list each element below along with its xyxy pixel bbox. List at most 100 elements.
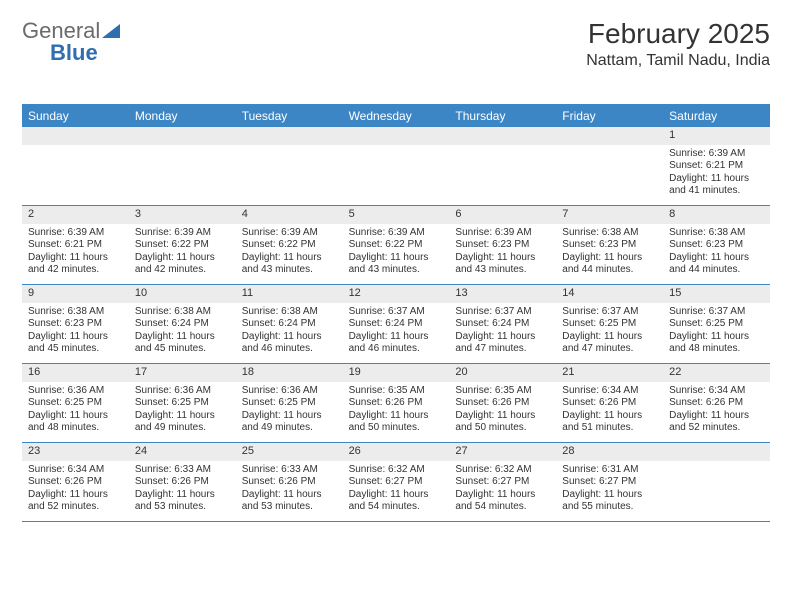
day-cell: 15Sunrise: 6:37 AMSunset: 6:25 PMDayligh… [663,285,770,363]
location: Nattam, Tamil Nadu, India [586,52,770,70]
sunset-text: Sunset: 6:23 PM [562,239,657,252]
sunrise-text: Sunrise: 6:32 AM [349,464,444,477]
week-row: 16Sunrise: 6:36 AMSunset: 6:25 PMDayligh… [22,364,770,443]
sunrise-text: Sunrise: 6:35 AM [455,385,550,398]
sunrise-text: Sunrise: 6:38 AM [135,306,230,319]
week-row: 9Sunrise: 6:38 AMSunset: 6:23 PMDaylight… [22,285,770,364]
day-cell: 10Sunrise: 6:38 AMSunset: 6:24 PMDayligh… [129,285,236,363]
daylight-text: Daylight: 11 hours and 50 minutes. [455,410,550,435]
sunrise-text: Sunrise: 6:37 AM [455,306,550,319]
daylight-text: Daylight: 11 hours and 47 minutes. [562,331,657,356]
day-cell: 7Sunrise: 6:38 AMSunset: 6:23 PMDaylight… [556,206,663,284]
daylight-text: Daylight: 11 hours and 54 minutes. [455,489,550,514]
day-cell: . [663,443,770,521]
day-cell: . [236,127,343,205]
sunrise-text: Sunrise: 6:39 AM [349,227,444,240]
day-cell: 14Sunrise: 6:37 AMSunset: 6:25 PMDayligh… [556,285,663,363]
sunset-text: Sunset: 6:21 PM [28,239,123,252]
day-cell: 8Sunrise: 6:38 AMSunset: 6:23 PMDaylight… [663,206,770,284]
weeks-container: ......1Sunrise: 6:39 AMSunset: 6:21 PMDa… [22,127,770,522]
sunset-text: Sunset: 6:26 PM [135,476,230,489]
day-cell: 4Sunrise: 6:39 AMSunset: 6:22 PMDaylight… [236,206,343,284]
sunset-text: Sunset: 6:24 PM [242,318,337,331]
day-number: 15 [663,285,770,303]
day-cell: . [556,127,663,205]
sunrise-text: Sunrise: 6:34 AM [562,385,657,398]
day-cell: 13Sunrise: 6:37 AMSunset: 6:24 PMDayligh… [449,285,556,363]
sunset-text: Sunset: 6:25 PM [135,397,230,410]
day-number: . [449,127,556,145]
daylight-text: Daylight: 11 hours and 55 minutes. [562,489,657,514]
day-number: 27 [449,443,556,461]
day-cell: 19Sunrise: 6:35 AMSunset: 6:26 PMDayligh… [343,364,450,442]
sunset-text: Sunset: 6:24 PM [135,318,230,331]
sunset-text: Sunset: 6:27 PM [562,476,657,489]
sunrise-text: Sunrise: 6:39 AM [455,227,550,240]
daylight-text: Daylight: 11 hours and 44 minutes. [562,252,657,277]
day-cell: 24Sunrise: 6:33 AMSunset: 6:26 PMDayligh… [129,443,236,521]
sunrise-text: Sunrise: 6:33 AM [135,464,230,477]
day-cell: 23Sunrise: 6:34 AMSunset: 6:26 PMDayligh… [22,443,129,521]
sunset-text: Sunset: 6:25 PM [28,397,123,410]
sunrise-text: Sunrise: 6:39 AM [28,227,123,240]
day-header: Sunday [22,105,129,127]
sunrise-text: Sunrise: 6:34 AM [669,385,764,398]
sunrise-text: Sunrise: 6:38 AM [242,306,337,319]
day-number: 11 [236,285,343,303]
logo-triangle-icon [102,18,120,44]
daylight-text: Daylight: 11 hours and 53 minutes. [242,489,337,514]
sunrise-text: Sunrise: 6:38 AM [562,227,657,240]
day-cell: 18Sunrise: 6:36 AMSunset: 6:25 PMDayligh… [236,364,343,442]
sunset-text: Sunset: 6:26 PM [28,476,123,489]
day-number: 16 [22,364,129,382]
day-number: 23 [22,443,129,461]
sunrise-text: Sunrise: 6:39 AM [669,148,764,161]
sunset-text: Sunset: 6:26 PM [562,397,657,410]
daylight-text: Daylight: 11 hours and 48 minutes. [669,331,764,356]
sunset-text: Sunset: 6:26 PM [242,476,337,489]
day-cell: 20Sunrise: 6:35 AMSunset: 6:26 PMDayligh… [449,364,556,442]
sunrise-text: Sunrise: 6:31 AM [562,464,657,477]
day-cell: 9Sunrise: 6:38 AMSunset: 6:23 PMDaylight… [22,285,129,363]
day-number: 22 [663,364,770,382]
sunset-text: Sunset: 6:23 PM [28,318,123,331]
day-number: 5 [343,206,450,224]
day-number: . [556,127,663,145]
day-number: 24 [129,443,236,461]
day-cell: 21 Sunrise: 6:34 AMSunset: 6:26 PMDayligh… [556,364,663,442]
day-cell: . [449,127,556,205]
day-number: 10 [129,285,236,303]
day-number: 12 [343,285,450,303]
daylight-text: Daylight: 11 hours and 43 minutes. [455,252,550,277]
day-cell: . [343,127,450,205]
daylight-text: Daylight: 11 hours and 52 minutes. [28,489,123,514]
day-header: Monday [129,105,236,127]
day-header: Thursday [449,105,556,127]
month-title: February 2025 [586,18,770,50]
sunrise-text: Sunrise: 6:37 AM [669,306,764,319]
day-number: 2 [22,206,129,224]
sunset-text: Sunset: 6:27 PM [455,476,550,489]
day-number: 26 [343,443,450,461]
daylight-text: Daylight: 11 hours and 51 minutes. [562,410,657,435]
sunrise-text: Sunrise: 6:33 AM [242,464,337,477]
day-number: . [663,443,770,461]
day-header-row: Sunday Monday Tuesday Wednesday Thursday… [22,104,770,127]
daylight-text: Daylight: 11 hours and 43 minutes. [242,252,337,277]
day-number: 21 [556,364,663,382]
sunset-text: Sunset: 6:26 PM [349,397,444,410]
day-cell: 5Sunrise: 6:39 AMSunset: 6:22 PMDaylight… [343,206,450,284]
day-cell: . [22,127,129,205]
week-row: 23Sunrise: 6:34 AMSunset: 6:26 PMDayligh… [22,443,770,522]
day-cell: 3Sunrise: 6:39 AMSunset: 6:22 PMDaylight… [129,206,236,284]
sunset-text: Sunset: 6:23 PM [669,239,764,252]
daylight-text: Daylight: 11 hours and 47 minutes. [455,331,550,356]
day-cell: 26Sunrise: 6:32 AMSunset: 6:27 PMDayligh… [343,443,450,521]
daylight-text: Daylight: 11 hours and 46 minutes. [349,331,444,356]
day-cell: 25Sunrise: 6:33 AMSunset: 6:26 PMDayligh… [236,443,343,521]
sunrise-text: Sunrise: 6:39 AM [242,227,337,240]
day-cell: 1Sunrise: 6:39 AMSunset: 6:21 PMDaylight… [663,127,770,205]
sunrise-text: Sunrise: 6:38 AM [669,227,764,240]
sunset-text: Sunset: 6:24 PM [455,318,550,331]
day-cell: 27Sunrise: 6:32 AMSunset: 6:27 PMDayligh… [449,443,556,521]
